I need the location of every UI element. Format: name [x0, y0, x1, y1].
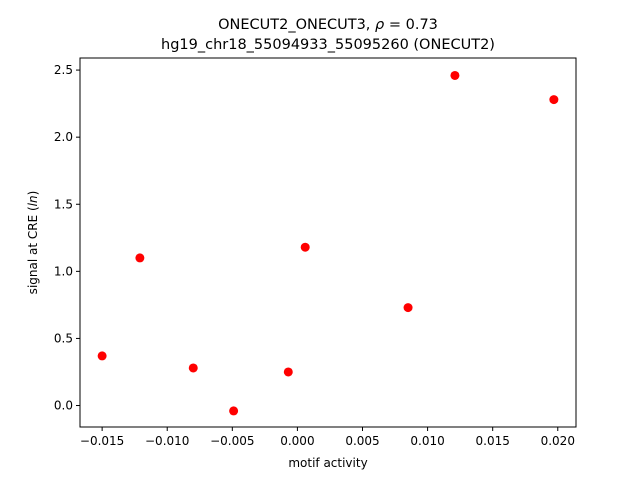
data-point [549, 95, 559, 105]
x-tick-label: 0.020 [541, 434, 575, 448]
title-prefix: ONECUT2_ONECUT3, [218, 17, 375, 33]
data-point [300, 242, 310, 252]
x-tick-label: 0.015 [476, 434, 510, 448]
x-tick-label: −0.015 [80, 434, 124, 448]
data-point [229, 406, 239, 416]
x-tick-label: 0.000 [280, 434, 314, 448]
x-tick-label: 0.010 [410, 434, 444, 448]
y-tick-label: 0.5 [54, 331, 73, 345]
data-point [450, 70, 460, 80]
y-axis-ticks: 0.0 0.5 1.0 1.5 2.0 2.5 [54, 63, 80, 413]
plot-area-frame [79, 57, 577, 428]
y-tick-label: 1.0 [54, 264, 73, 278]
y-tick-label: 0.0 [54, 399, 73, 413]
y-label-italic: ln [26, 195, 40, 206]
x-axis-label: motif activity [288, 456, 367, 470]
y-axis-label: signal at CRE (ln) [26, 191, 40, 295]
data-point [403, 303, 413, 313]
x-tick-label: 0.005 [345, 434, 379, 448]
x-axis-ticks: −0.015 −0.010 −0.005 0.000 0.005 0.010 0.015 0.… [80, 427, 575, 448]
data-points [97, 70, 559, 416]
title-value: = 0.73 [384, 17, 438, 33]
y-label-prefix: signal at CRE ( [26, 206, 40, 294]
data-point [97, 351, 107, 361]
data-point [188, 363, 198, 373]
chart-title-line2: hg19_chr18_55094933_55095260 (ONECUT2) [161, 37, 495, 53]
data-point [135, 253, 145, 263]
x-tick-label: −0.010 [145, 434, 189, 448]
y-tick-label: 2.0 [54, 130, 73, 144]
title-rho: ρ [375, 17, 385, 33]
y-tick-label: 1.5 [54, 197, 73, 211]
data-point [283, 367, 293, 377]
y-tick-label: 2.5 [54, 63, 73, 77]
y-label-suffix: ) [26, 191, 40, 196]
x-tick-label: −0.005 [210, 434, 254, 448]
chart-title-line1: ONECUT2_ONECUT3, ρ = 0.73 [218, 17, 438, 33]
